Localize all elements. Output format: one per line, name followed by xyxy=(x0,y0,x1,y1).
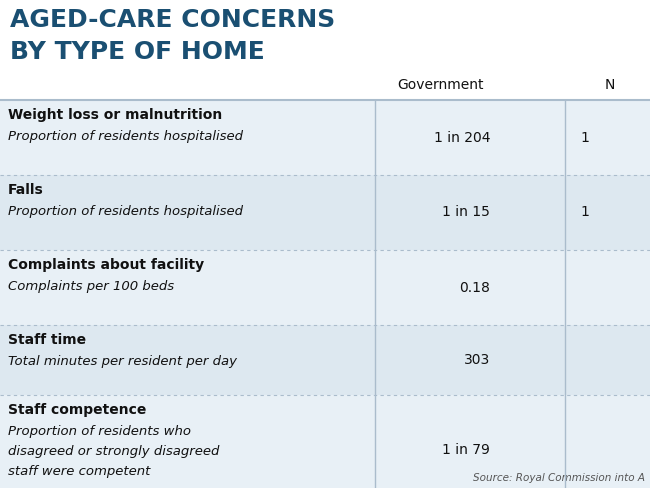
Text: Staff competence: Staff competence xyxy=(8,403,146,417)
Text: Staff time: Staff time xyxy=(8,333,86,347)
Text: disagreed or strongly disagreed: disagreed or strongly disagreed xyxy=(8,445,220,458)
Text: staff were competent: staff were competent xyxy=(8,465,150,478)
Text: Complaints per 100 beds: Complaints per 100 beds xyxy=(8,280,174,293)
Text: N: N xyxy=(604,78,615,92)
Text: 1: 1 xyxy=(580,130,589,144)
Text: Weight loss or malnutrition: Weight loss or malnutrition xyxy=(8,108,222,122)
Bar xyxy=(0,395,650,488)
Text: 1: 1 xyxy=(580,205,589,220)
Text: 303: 303 xyxy=(463,353,490,367)
Bar xyxy=(0,175,650,250)
Text: Government: Government xyxy=(396,78,483,92)
Text: BY TYPE OF HOME: BY TYPE OF HOME xyxy=(10,40,265,64)
Bar xyxy=(0,250,650,325)
Text: Source: Royal Commission into A: Source: Royal Commission into A xyxy=(473,473,645,483)
Text: Proportion of residents hospitalised: Proportion of residents hospitalised xyxy=(8,130,243,143)
Text: Falls: Falls xyxy=(8,183,44,197)
Text: Complaints about facility: Complaints about facility xyxy=(8,258,204,272)
Text: AGED-CARE CONCERNS: AGED-CARE CONCERNS xyxy=(10,8,335,32)
Text: Proportion of residents who: Proportion of residents who xyxy=(8,425,191,438)
Text: 1 in 204: 1 in 204 xyxy=(434,130,490,144)
Text: Proportion of residents hospitalised: Proportion of residents hospitalised xyxy=(8,205,243,218)
Bar xyxy=(0,325,650,395)
Text: 0.18: 0.18 xyxy=(459,281,490,294)
Text: 1 in 15: 1 in 15 xyxy=(442,205,490,220)
Text: Total minutes per resident per day: Total minutes per resident per day xyxy=(8,355,237,368)
Text: 1 in 79: 1 in 79 xyxy=(442,443,490,457)
Bar xyxy=(0,100,650,175)
